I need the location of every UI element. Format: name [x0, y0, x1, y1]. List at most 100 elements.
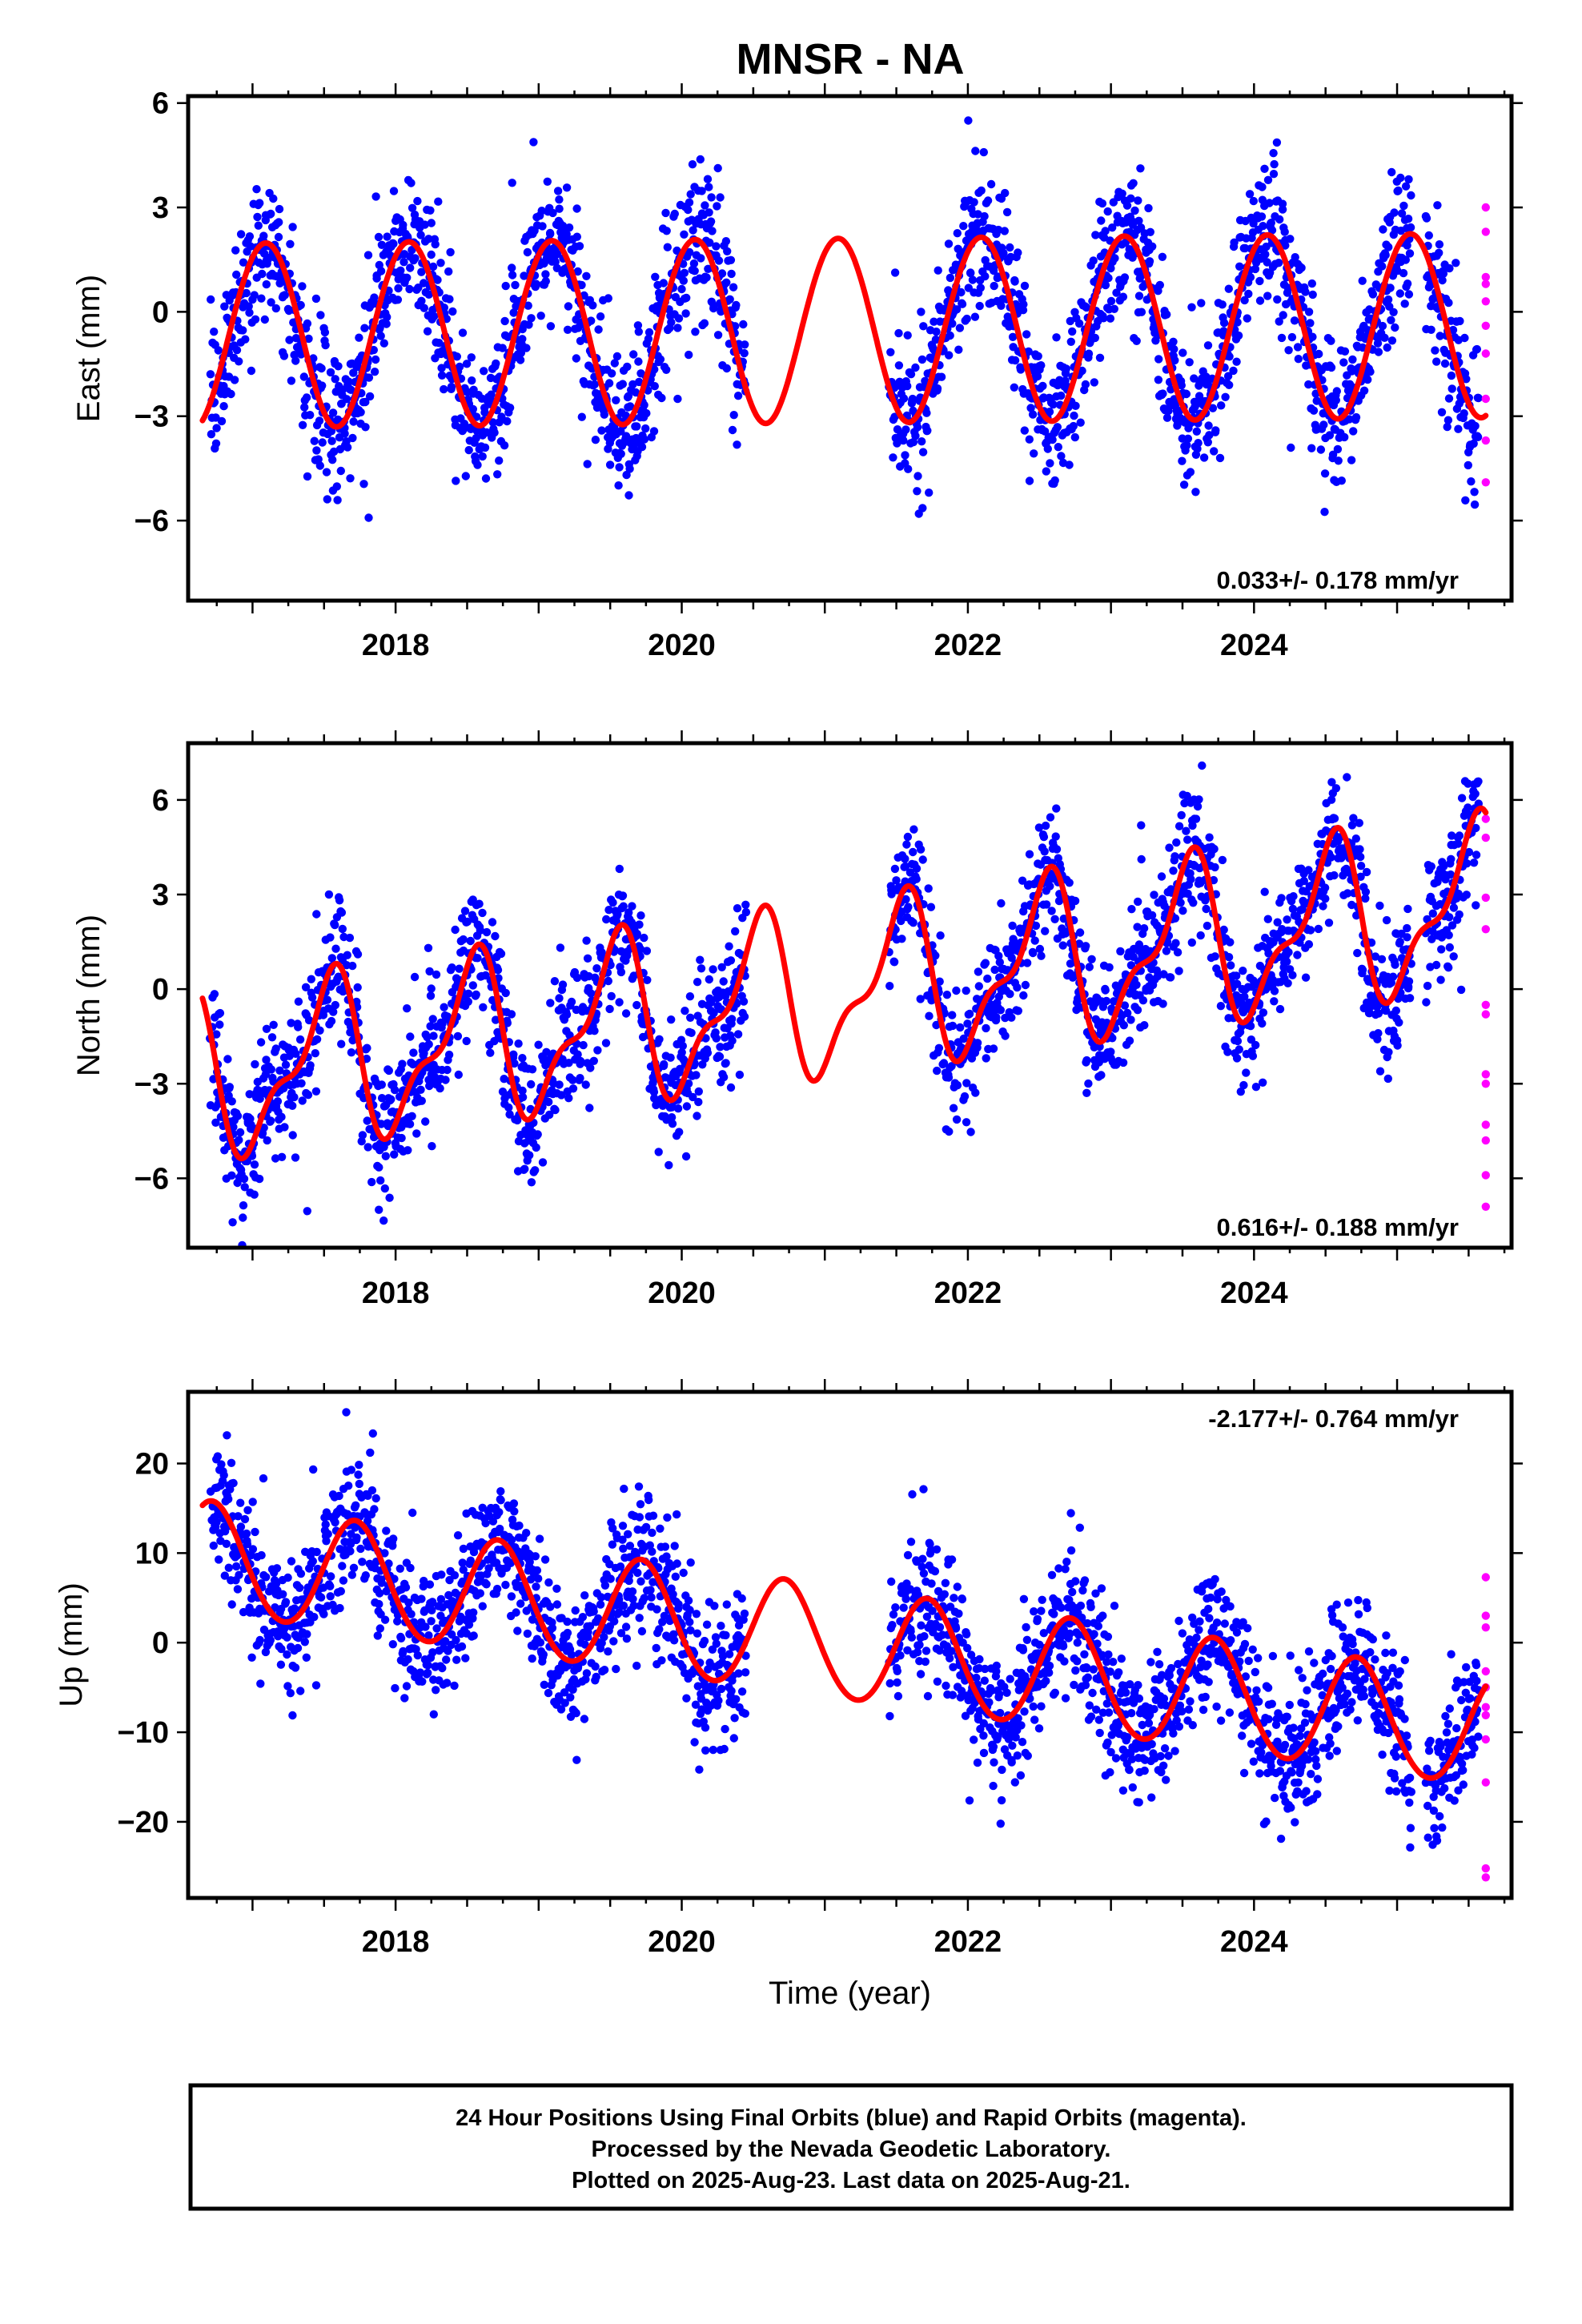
final-orbit-point — [326, 368, 335, 377]
final-orbit-point — [1269, 149, 1278, 158]
final-orbit-point — [546, 999, 555, 1007]
final-orbit-point — [1375, 1067, 1385, 1076]
final-orbit-point — [536, 312, 545, 320]
final-orbit-point — [220, 1527, 230, 1536]
final-orbit-point — [1368, 290, 1378, 299]
final-orbit-point — [382, 320, 391, 328]
final-orbit-point — [666, 1053, 675, 1062]
final-orbit-point — [953, 229, 962, 238]
final-orbit-point — [897, 916, 905, 926]
final-orbit-point — [1309, 406, 1319, 415]
final-orbit-point — [1314, 924, 1323, 934]
final-orbit-point — [1082, 1055, 1091, 1065]
final-orbit-point — [259, 1124, 268, 1132]
final-orbit-point — [729, 411, 738, 420]
final-orbit-point — [1038, 381, 1047, 391]
final-orbit-point — [1437, 408, 1447, 416]
final-orbit-point — [266, 1635, 275, 1645]
final-orbit-point — [917, 308, 926, 316]
final-orbit-point — [464, 997, 472, 1007]
final-orbit-point — [423, 1032, 432, 1042]
final-orbit-point — [455, 964, 464, 973]
final-orbit-point — [1126, 961, 1136, 970]
final-orbit-point — [273, 1097, 283, 1106]
final-orbit-point — [1393, 1041, 1402, 1050]
final-orbit-point — [491, 931, 500, 941]
final-orbit-point — [1162, 413, 1172, 422]
final-orbit-point — [434, 197, 443, 206]
final-orbit-point — [315, 416, 324, 425]
final-orbit-point — [1464, 803, 1472, 812]
final-orbit-point — [688, 160, 697, 169]
final-orbit-point — [423, 327, 432, 336]
final-orbit-point — [1328, 450, 1338, 459]
rapid-orbit-point — [1481, 1010, 1491, 1019]
final-orbit-point — [1456, 316, 1464, 326]
final-orbit-point — [266, 1116, 275, 1125]
final-orbit-point — [899, 394, 909, 403]
final-orbit-point — [1327, 336, 1335, 345]
fit-curve — [199, 805, 1489, 1162]
final-orbit-point — [911, 363, 920, 372]
final-orbit-point — [1444, 298, 1453, 308]
y-axis-label: North (mm) — [71, 915, 106, 1076]
final-orbit-point — [1136, 164, 1145, 173]
final-orbit-point — [235, 1570, 243, 1579]
final-orbit-point — [741, 340, 749, 349]
final-orbit-point — [1270, 159, 1279, 169]
final-orbit-point — [290, 1604, 299, 1613]
final-orbit-point — [1433, 201, 1442, 210]
final-orbit-point — [228, 1218, 237, 1227]
final-orbit-point — [990, 281, 998, 291]
final-orbit-point — [1299, 876, 1309, 886]
final-orbit-point — [424, 235, 433, 243]
y-tick-label: 6 — [152, 784, 169, 818]
final-orbit-point — [702, 273, 711, 282]
final-orbit-point — [1377, 955, 1387, 964]
final-orbit-point — [717, 269, 727, 278]
final-orbit-point — [604, 906, 613, 915]
final-orbit-point — [932, 328, 941, 336]
final-orbit-point — [490, 428, 499, 437]
final-orbit-point — [343, 443, 352, 452]
final-orbit-point — [447, 382, 456, 392]
final-orbit-point — [590, 1027, 599, 1035]
rapid-orbit-point — [1481, 478, 1491, 487]
final-orbit-point — [899, 436, 908, 445]
final-orbit-point — [975, 301, 984, 311]
final-orbit-point — [426, 206, 435, 215]
final-orbit-point — [926, 903, 936, 911]
final-orbit-point — [954, 345, 963, 354]
final-orbit-point — [416, 231, 425, 239]
final-orbit-point — [1251, 1083, 1261, 1092]
final-orbit-point — [220, 1571, 229, 1580]
final-orbit-point — [1361, 894, 1370, 903]
final-orbit-point — [1263, 175, 1273, 184]
final-orbit-point — [1384, 1047, 1393, 1057]
final-orbit-point — [1166, 973, 1175, 982]
final-orbit-point — [404, 1146, 412, 1155]
final-orbit-point — [283, 1633, 291, 1642]
final-orbit-point — [257, 1550, 266, 1560]
final-orbit-point — [295, 1583, 304, 1593]
final-orbit-point — [1267, 226, 1277, 235]
final-orbit-point — [1440, 359, 1450, 368]
final-orbit-point — [610, 423, 619, 432]
final-orbit-point — [1472, 344, 1482, 354]
final-orbit-point — [686, 1013, 695, 1023]
final-orbit-point — [625, 464, 634, 473]
final-orbit-point — [1307, 279, 1317, 288]
final-orbit-point — [684, 1079, 693, 1088]
final-orbit-point — [274, 232, 283, 242]
final-orbit-point — [448, 307, 457, 316]
final-orbit-point — [463, 917, 472, 927]
final-orbit-point — [269, 1020, 278, 1030]
final-orbit-point — [361, 423, 370, 432]
final-orbit-point — [371, 355, 380, 364]
final-orbit-point — [380, 1184, 389, 1193]
final-orbit-point — [690, 267, 699, 275]
final-orbit-point — [1191, 488, 1200, 497]
final-orbit-point — [1101, 986, 1110, 995]
final-orbit-point — [1405, 249, 1415, 258]
final-orbit-point — [1277, 333, 1287, 343]
